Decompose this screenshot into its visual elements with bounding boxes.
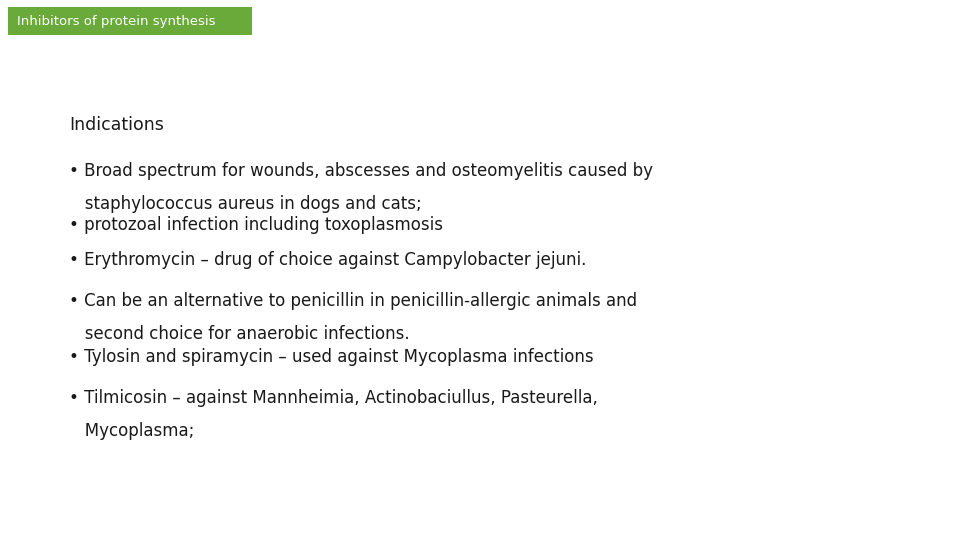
Text: • Tilmicosin – against Mannheimia, Actinobaciullus, Pasteurella,: • Tilmicosin – against Mannheimia, Actin… (69, 389, 598, 407)
Text: staphylococcus aureus in dogs and cats;: staphylococcus aureus in dogs and cats; (69, 195, 421, 213)
Text: Indications: Indications (69, 116, 164, 134)
FancyBboxPatch shape (8, 7, 252, 35)
Text: • protozoal infection including toxoplasmosis: • protozoal infection including toxoplas… (69, 216, 444, 234)
Text: Mycoplasma;: Mycoplasma; (69, 422, 195, 440)
Text: • Broad spectrum for wounds, abscesses and osteomyelitis caused by: • Broad spectrum for wounds, abscesses a… (69, 162, 653, 180)
Text: • Tylosin and spiramycin – used against Mycoplasma infections: • Tylosin and spiramycin – used against … (69, 348, 593, 366)
Text: • Erythromycin – drug of choice against Campylobacter jejuni.: • Erythromycin – drug of choice against … (69, 251, 587, 269)
Text: • Can be an alternative to penicillin in penicillin-allergic animals and: • Can be an alternative to penicillin in… (69, 292, 637, 309)
Text: second choice for anaerobic infections.: second choice for anaerobic infections. (69, 325, 410, 343)
Text: Inhibitors of protein synthesis: Inhibitors of protein synthesis (17, 15, 216, 28)
